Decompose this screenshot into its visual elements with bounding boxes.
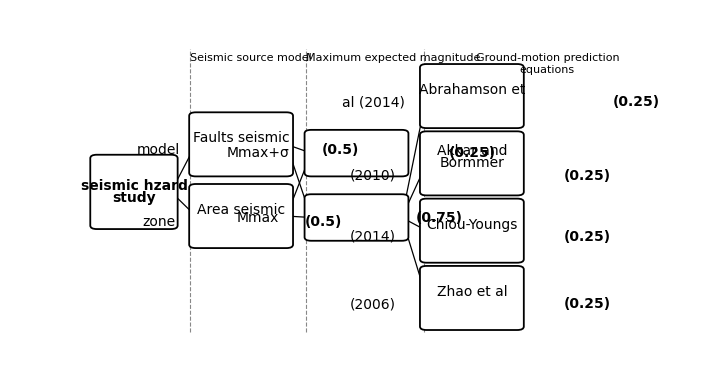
Text: (0.5): (0.5) bbox=[321, 144, 359, 157]
Text: Area seismic: Area seismic bbox=[197, 203, 285, 217]
FancyBboxPatch shape bbox=[420, 131, 524, 195]
Text: Ground-motion prediction
equations: Ground-motion prediction equations bbox=[476, 53, 619, 74]
Text: Mmax (0.75): Mmax (0.75) bbox=[0, 379, 1, 380]
FancyBboxPatch shape bbox=[189, 112, 293, 176]
Text: (2010) (0.25): (2010) (0.25) bbox=[0, 379, 1, 380]
Text: Seismic source model: Seismic source model bbox=[190, 53, 311, 63]
Text: Akkar and: Akkar and bbox=[437, 144, 507, 158]
FancyBboxPatch shape bbox=[305, 130, 408, 176]
Text: (0.25): (0.25) bbox=[613, 95, 660, 109]
Text: (2014): (2014) bbox=[350, 230, 396, 244]
Text: zone: zone bbox=[142, 215, 175, 229]
Text: al (2014) (0.25): al (2014) (0.25) bbox=[0, 379, 1, 380]
Text: (0.75): (0.75) bbox=[415, 211, 462, 225]
Text: Maximum expected magnitude: Maximum expected magnitude bbox=[306, 53, 481, 63]
Text: (0.25): (0.25) bbox=[564, 230, 611, 244]
Text: (2006): (2006) bbox=[350, 297, 396, 311]
Text: model (0.5): model (0.5) bbox=[0, 379, 1, 380]
FancyBboxPatch shape bbox=[90, 155, 178, 229]
Text: Abrahamson et: Abrahamson et bbox=[419, 83, 525, 97]
FancyBboxPatch shape bbox=[420, 266, 524, 330]
FancyBboxPatch shape bbox=[189, 184, 293, 248]
Text: (2010): (2010) bbox=[350, 169, 396, 183]
Text: (2006) (0.25): (2006) (0.25) bbox=[0, 379, 1, 380]
FancyBboxPatch shape bbox=[420, 199, 524, 263]
Text: Chiou-Youngs: Chiou-Youngs bbox=[426, 217, 518, 231]
Text: model: model bbox=[137, 144, 180, 157]
Text: (0.25): (0.25) bbox=[564, 297, 611, 311]
Text: Mmax+σ: Mmax+σ bbox=[226, 146, 289, 160]
Text: Zhao et al: Zhao et al bbox=[437, 285, 507, 299]
Text: (0.25): (0.25) bbox=[564, 169, 611, 183]
FancyBboxPatch shape bbox=[305, 194, 408, 241]
Text: seismic hzard: seismic hzard bbox=[81, 179, 187, 193]
FancyBboxPatch shape bbox=[420, 64, 524, 128]
Text: al (2014): al (2014) bbox=[342, 95, 404, 109]
Text: study: study bbox=[112, 191, 156, 205]
Text: Faults seismic: Faults seismic bbox=[193, 131, 289, 145]
Text: Bormmer: Bormmer bbox=[440, 157, 504, 170]
Text: Mmax: Mmax bbox=[236, 211, 279, 225]
Text: (0.25): (0.25) bbox=[448, 146, 496, 160]
Text: (2014) (0.25): (2014) (0.25) bbox=[0, 379, 1, 380]
Text: (0.5): (0.5) bbox=[305, 215, 342, 229]
Text: zone (0.5): zone (0.5) bbox=[0, 379, 1, 380]
Text: Mmax+σ (0.25): Mmax+σ (0.25) bbox=[0, 379, 1, 380]
